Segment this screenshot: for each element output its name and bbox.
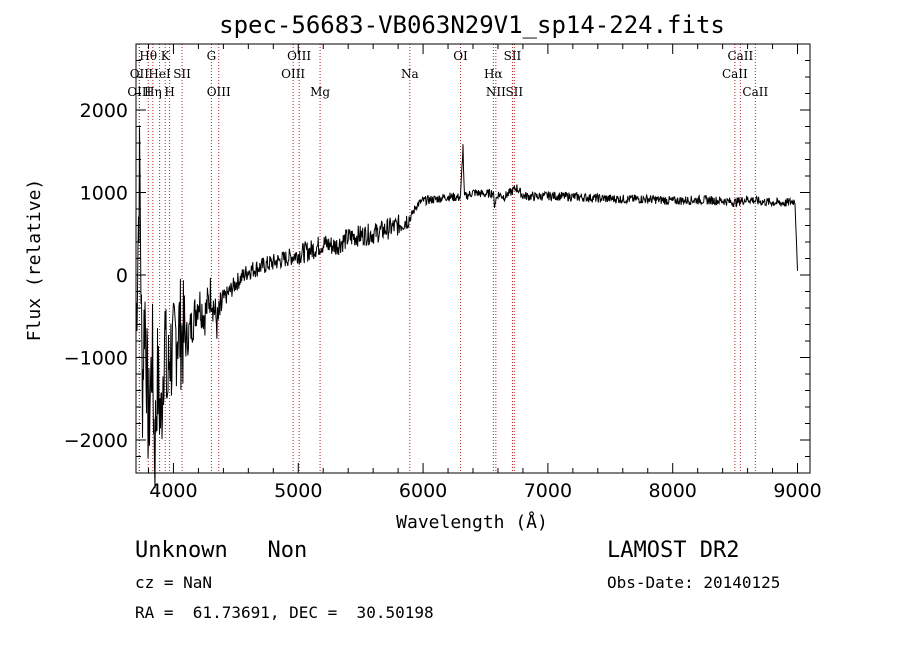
x-tick-label: 5000 — [274, 480, 322, 502]
plot-frame — [135, 43, 811, 474]
x-tick-label: 8000 — [649, 480, 697, 502]
axis-ticks — [136, 44, 810, 473]
emission-line-label: SII — [173, 67, 191, 81]
x-axis-label: Wavelength (Å) — [396, 511, 548, 533]
emission-line-labels: Hθ OII OIII K HeI Hη SII H G OIII OIII OIII Mg Na OI Hα… — [127, 49, 768, 99]
survey-label: LAMOST DR2 — [607, 538, 740, 563]
emission-line-label: SII — [505, 85, 523, 99]
emission-line-label: H — [164, 85, 174, 99]
emission-line-label: Hθ — [139, 49, 157, 63]
chart-title: spec-56683-VB063N29V1_sp14-224.fits — [219, 11, 725, 39]
x-tick-label: 6000 — [399, 480, 447, 502]
emission-line-label: OII — [130, 67, 150, 81]
emission-line-label: K — [161, 49, 171, 63]
x-tick-label: 7000 — [524, 480, 572, 502]
emission-line-markers — [138, 44, 756, 473]
y-tick-label: 2000 — [80, 100, 128, 122]
axis-tick-labels: 4000 5000 6000 7000 8000 9000 −2000 −1000 0 1000 2… — [64, 100, 822, 502]
emission-line-label: OIII — [207, 85, 231, 99]
emission-line-label: SII — [504, 49, 522, 63]
emission-line-label: NII — [486, 85, 506, 99]
emission-line-label: Na — [401, 67, 419, 81]
y-axis-label: Flux (relative) — [24, 179, 45, 342]
x-tick-label: 9000 — [773, 480, 821, 502]
emission-line-label: HeI — [148, 67, 171, 81]
y-tick-label: 1000 — [80, 183, 128, 205]
spectrum-series-line — [135, 127, 798, 489]
emission-line-label: OIII — [127, 85, 151, 99]
emission-line-label: OI — [453, 49, 468, 63]
redshift-text: cz = NaN — [135, 573, 213, 592]
emission-line-label: OIII — [287, 49, 311, 63]
y-tick-label: −1000 — [64, 348, 128, 370]
obs-date-text: Obs-Date: 20140125 — [607, 573, 781, 592]
emission-line-label: CaII — [742, 85, 768, 99]
emission-line-label: Hη — [144, 85, 162, 99]
y-tick-label: −2000 — [64, 430, 128, 452]
emission-line-label: Hα — [484, 67, 503, 81]
classification-text: Unknown Non — [135, 538, 308, 563]
y-tick-label: 0 — [116, 265, 128, 287]
coordinates-text: RA = 61.73691, DEC = 30.50198 — [135, 603, 434, 622]
emission-line-label: G — [207, 49, 217, 63]
x-tick-label: 4000 — [149, 480, 197, 502]
emission-line-label: CaII — [722, 67, 748, 81]
emission-line-label: CaII — [727, 49, 753, 63]
emission-line-label: OIII — [281, 67, 305, 81]
emission-line-label: Mg — [310, 85, 330, 99]
